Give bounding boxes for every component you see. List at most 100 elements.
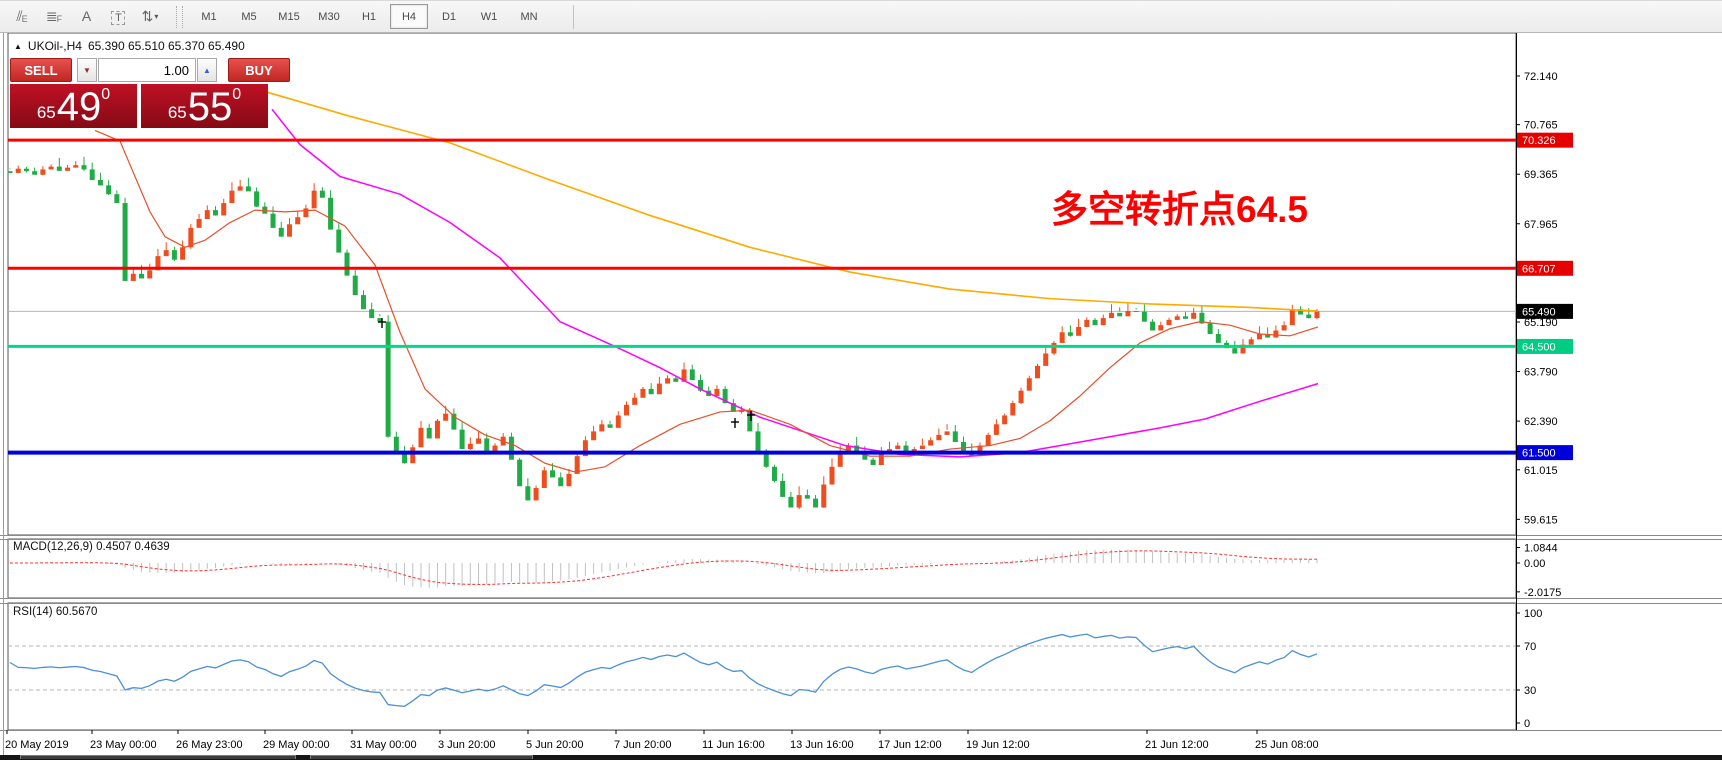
candle-up xyxy=(919,445,925,450)
candle-up xyxy=(1289,309,1295,326)
candle-down xyxy=(254,191,260,207)
candle-down xyxy=(730,403,736,412)
bottom-tab-segment[interactable] xyxy=(310,755,533,759)
text-box-icon[interactable]: T xyxy=(104,5,132,31)
sell-price-tile[interactable]: 65 49 0 xyxy=(10,84,137,128)
quantity-input[interactable] xyxy=(98,58,196,82)
bottom-tab-segment[interactable] xyxy=(20,755,296,759)
text-label-icon[interactable]: A xyxy=(81,7,91,24)
candle-up xyxy=(1281,325,1287,331)
rsi-panel[interactable] xyxy=(7,602,1517,731)
candle-up xyxy=(681,369,687,382)
toolbar-drag-handle[interactable] xyxy=(176,5,183,28)
timeframe-button-M5[interactable]: M5 xyxy=(241,10,257,23)
sell-price-sup: 0 xyxy=(101,86,111,103)
cross-marker[interactable] xyxy=(731,418,739,428)
candle-down xyxy=(459,429,465,450)
buy-price-tile[interactable]: 65 55 0 xyxy=(141,84,268,128)
candle-up xyxy=(467,443,473,450)
symbol-timeframe-label: UKOil-,H4 xyxy=(27,39,82,53)
candle-up xyxy=(665,378,671,384)
timeframe-button-MN[interactable]: MN xyxy=(520,10,538,23)
fibonacci-retracement-icon[interactable]: ≣ F xyxy=(45,7,63,25)
candle-up xyxy=(286,224,292,237)
candle-up xyxy=(1026,378,1032,391)
candle-down xyxy=(344,252,350,276)
candle-down xyxy=(385,321,391,437)
candle-down xyxy=(402,452,408,464)
candle-down xyxy=(270,213,276,228)
timeframe-button-D1[interactable]: D1 xyxy=(441,10,457,23)
candle-up xyxy=(574,456,580,474)
candle-up xyxy=(180,247,186,260)
candle-down xyxy=(245,186,251,192)
buy-button[interactable]: BUY xyxy=(228,58,290,82)
candle-down xyxy=(32,171,38,175)
candle-down xyxy=(171,250,177,260)
timeframe-button-M30[interactable]: M30 xyxy=(318,10,340,23)
candle-down xyxy=(451,413,457,430)
level-badge-label: 70.326 xyxy=(1522,135,1556,147)
macd-histogram xyxy=(17,549,1318,588)
qty-decrease-icon: ▼ xyxy=(83,65,91,75)
rsi-tick: 30 xyxy=(1524,685,1536,697)
candle-up xyxy=(1256,334,1262,340)
quantity-increase-button[interactable]: ▲ xyxy=(197,58,217,82)
candle-up xyxy=(196,218,202,228)
candle-up xyxy=(895,445,901,450)
timeframe-button-H1[interactable]: H1 xyxy=(361,10,377,23)
candle-up xyxy=(434,420,440,439)
chart-text-annotation[interactable]: 多空转折点64.5 xyxy=(1051,189,1309,230)
toolbar-icons: ⫽ E ≣ F A T ⇅ ▾ xyxy=(0,3,166,31)
candle-down xyxy=(139,273,145,279)
macd-tick: 0.00 xyxy=(1524,558,1545,570)
sell-button[interactable]: SELL xyxy=(10,58,72,82)
candle-up xyxy=(928,440,934,446)
time-label: 26 May 23:00 xyxy=(176,739,243,751)
candle-up xyxy=(1248,339,1254,345)
time-label: 7 Jun 20:00 xyxy=(614,739,672,751)
cross-marker[interactable] xyxy=(378,318,386,328)
level-badge xyxy=(1517,132,1573,148)
candle-down xyxy=(508,436,514,460)
candle-up xyxy=(492,445,498,451)
sell-price-big: 49 xyxy=(56,85,102,129)
rsi-line xyxy=(9,633,1318,707)
candle-up xyxy=(443,413,449,421)
candle-up xyxy=(640,388,646,398)
timeframe-button-H4[interactable]: H4 xyxy=(390,4,428,29)
price-tick: 69.365 xyxy=(1524,169,1558,181)
candle-up xyxy=(936,434,942,441)
candle-up xyxy=(1191,312,1197,319)
quantity-decrease-button[interactable]: ▼ xyxy=(77,58,97,82)
level-badge xyxy=(1517,445,1573,461)
equidistant-channel-icon[interactable]: ⫽ E xyxy=(16,7,28,25)
timeframe-button-W1[interactable]: W1 xyxy=(480,10,498,23)
candle-down xyxy=(673,378,679,382)
candle-down xyxy=(722,388,728,404)
candle-up xyxy=(1084,319,1090,327)
buy-price-small: 65 xyxy=(167,103,187,122)
price-tick: 70.765 xyxy=(1524,120,1558,132)
timeframe-button-M15[interactable]: M15 xyxy=(278,10,300,23)
candle-down xyxy=(648,388,654,395)
time-label: 21 Jun 12:00 xyxy=(1145,739,1209,751)
rsi-indicator-label: RSI(14) 60.5670 xyxy=(13,606,98,618)
candle-down xyxy=(1117,312,1123,317)
candle-up xyxy=(632,397,638,405)
timeframe-button-M1[interactable]: M1 xyxy=(201,10,217,23)
cross-marker[interactable] xyxy=(747,411,755,421)
candle-down xyxy=(747,410,753,432)
candle-down xyxy=(352,275,358,296)
candle-down xyxy=(780,480,786,497)
arrow-objects-icon[interactable]: ⇅ ▾ xyxy=(141,7,159,24)
candle-down xyxy=(106,185,112,195)
macd-panel[interactable] xyxy=(7,538,1517,599)
candle-down xyxy=(903,445,909,453)
candle-down xyxy=(81,165,87,170)
candle-down xyxy=(1215,334,1221,343)
level-badge-label: 61.500 xyxy=(1522,448,1556,460)
price-tick: 72.140 xyxy=(1524,71,1558,83)
candle-up xyxy=(188,227,194,248)
